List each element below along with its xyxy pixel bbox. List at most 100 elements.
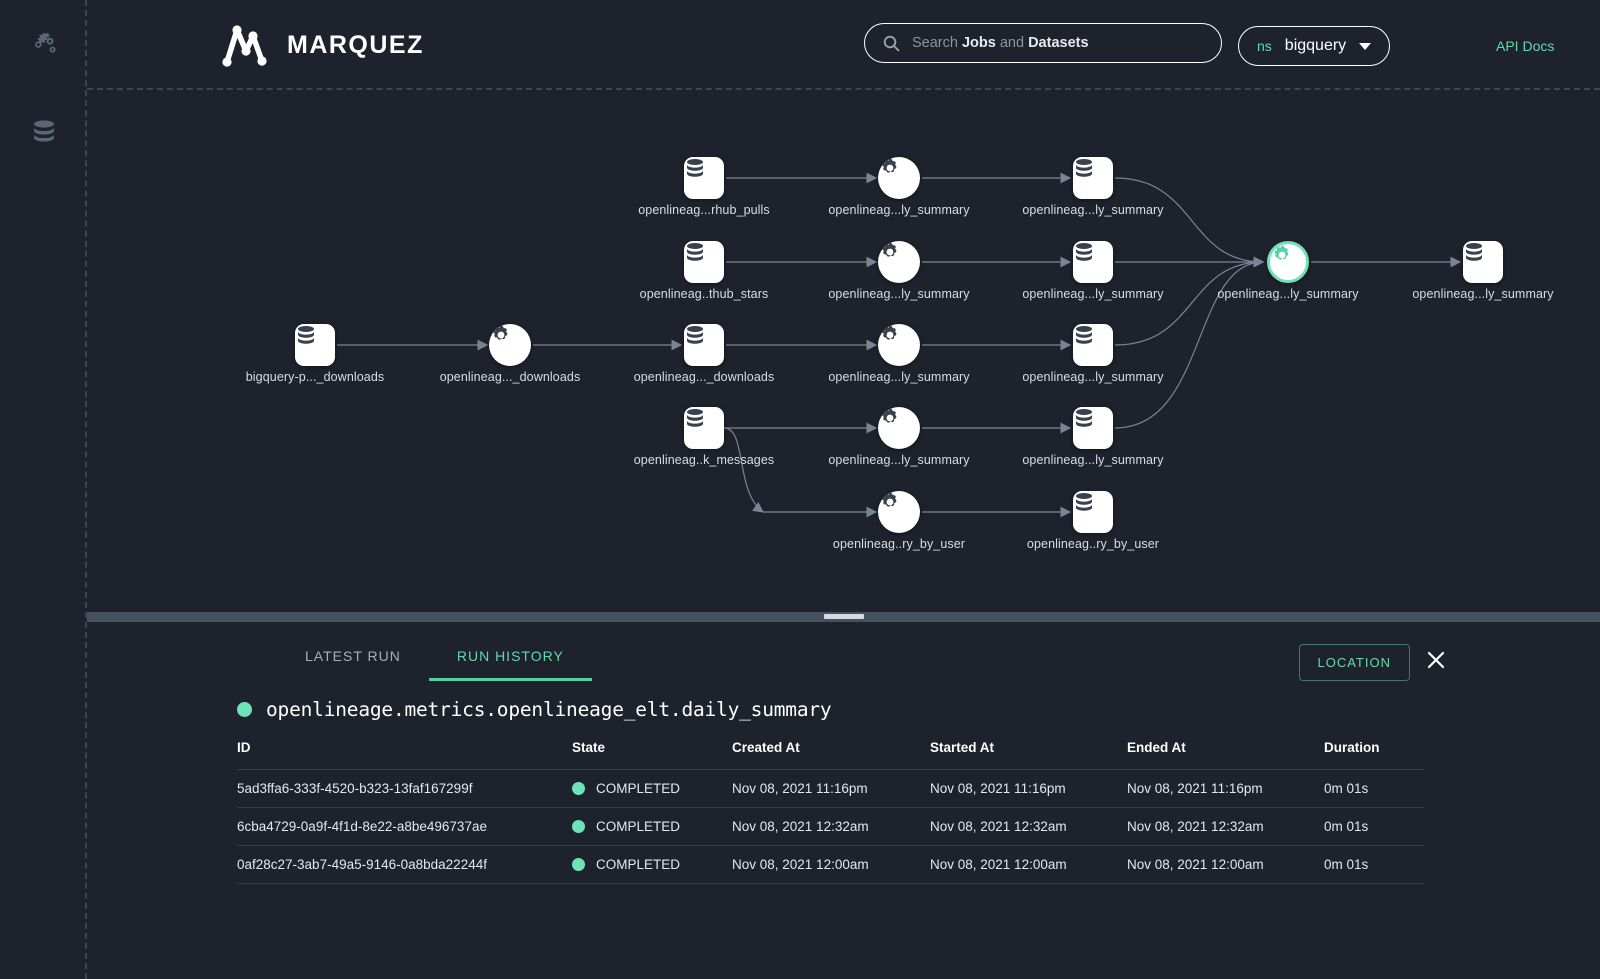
- job-node-icon[interactable]: [878, 241, 920, 283]
- location-button[interactable]: LOCATION: [1298, 644, 1410, 681]
- panel-resize-handle[interactable]: [87, 612, 1600, 622]
- brand-logo[interactable]: MARQUEZ: [219, 20, 424, 70]
- sidebar-item-datasets[interactable]: [22, 110, 66, 154]
- search-placeholder-datasets: Datasets: [1028, 35, 1089, 51]
- dataset-node-icon[interactable]: [1463, 241, 1503, 283]
- job-node-icon[interactable]: [878, 157, 920, 199]
- cell-ended-at: Nov 08, 2021 12:32am: [1127, 819, 1264, 834]
- tab-run-history[interactable]: RUN HISTORY: [428, 648, 592, 681]
- graph-node-label: openlineag..._downloads: [633, 370, 775, 384]
- search-placeholder-prefix: Search: [912, 35, 962, 51]
- dataset-node-icon[interactable]: [684, 157, 724, 199]
- graph-node-label: openlineag...ly_summary: [1022, 453, 1164, 467]
- lineage-graph[interactable]: bigquery-p..._downloads openlineag..._dow…: [87, 92, 1600, 616]
- dataset-glyph-icon: [1466, 243, 1482, 261]
- dataset-glyph-icon: [687, 243, 703, 261]
- panel-tabs: LATEST RUN RUN HISTORY: [277, 648, 592, 681]
- table-header-row: ID State Created At Started At Ended At …: [237, 740, 1424, 770]
- graph-node-label: openlineag..thub_stars: [639, 287, 769, 301]
- job-node-icon[interactable]: [878, 407, 920, 449]
- dataset-glyph-icon: [687, 409, 703, 427]
- job-gear-icon: [882, 242, 897, 257]
- detail-panel: LATEST RUN RUN HISTORY LOCATION openline…: [87, 622, 1600, 979]
- column-header-state[interactable]: State: [572, 740, 606, 755]
- dataset-node-icon[interactable]: [1073, 324, 1113, 366]
- dataset-glyph-icon: [687, 159, 703, 177]
- graph-node-label: openlineag...ly_summary: [1217, 287, 1359, 301]
- dataset-glyph-icon: [298, 326, 314, 344]
- graph-node-label: openlineag..ry_by_user: [1026, 537, 1160, 551]
- api-docs-link[interactable]: API Docs: [1496, 38, 1555, 54]
- job-node-icon[interactable]: [878, 491, 920, 533]
- dataset-node-icon[interactable]: [684, 324, 724, 366]
- state-label: COMPLETED: [596, 781, 681, 796]
- state-dot-icon: [572, 782, 585, 795]
- cell-ended-at: Nov 08, 2021 12:00am: [1127, 857, 1264, 872]
- dataset-glyph-icon: [687, 326, 703, 344]
- close-icon: [1427, 651, 1445, 669]
- table-row[interactable]: 6cba4729-0a9f-4f1d-8e22-a8be496737ae COMP…: [237, 808, 1424, 846]
- dataset-glyph-icon: [1076, 326, 1092, 344]
- column-header-created-at[interactable]: Created At: [732, 740, 800, 755]
- namespace-label: ns: [1257, 38, 1272, 54]
- job-gear-icon: [882, 492, 897, 507]
- column-header-started-at[interactable]: Started At: [930, 740, 995, 755]
- namespace-value: bigquery: [1284, 37, 1347, 54]
- chevron-down-icon: [1359, 42, 1372, 50]
- graph-node-label: openlineag...ly_summary: [1022, 287, 1164, 301]
- cell-created-at: Nov 08, 2021 12:00am: [732, 857, 869, 872]
- state-dot-icon: [572, 858, 585, 871]
- dataset-node-icon[interactable]: [295, 324, 335, 366]
- tab-latest-run[interactable]: LATEST RUN: [305, 648, 401, 664]
- graph-node-label: openlineag...ly_summary: [828, 453, 970, 467]
- sidebar-item-jobs[interactable]: [22, 26, 66, 70]
- dataset-glyph-icon: [1076, 243, 1092, 261]
- table-row[interactable]: 5ad3ffa6-333f-4520-b323-13faf167299f COMP…: [237, 770, 1424, 808]
- cell-started-at: Nov 08, 2021 11:16pm: [930, 781, 1066, 796]
- cell-created-at: Nov 08, 2021 12:32am: [732, 819, 869, 834]
- job-gear-icon: [493, 325, 508, 340]
- cell-state: COMPLETED: [572, 846, 732, 884]
- run-history-table: ID State Created At Started At Ended At …: [237, 740, 1424, 884]
- graph-node-label: openlineag...ly_summary: [1022, 370, 1164, 384]
- column-header-id[interactable]: ID: [237, 740, 251, 755]
- close-panel-button[interactable]: [1422, 646, 1450, 674]
- search-icon: [883, 35, 900, 51]
- search-input[interactable]: Search Jobs and Datasets: [864, 23, 1222, 63]
- jobs-icon: [35, 33, 56, 53]
- dataset-node-icon[interactable]: [1073, 491, 1113, 533]
- dataset-node-icon[interactable]: [1073, 157, 1113, 199]
- state-dot-icon: [572, 820, 585, 833]
- job-node-icon[interactable]: [878, 324, 920, 366]
- column-header-ended-at[interactable]: Ended At: [1127, 740, 1186, 755]
- brand-name: MARQUEZ: [287, 30, 424, 59]
- lineage-edges: [337, 172, 1462, 518]
- cell-id: 6cba4729-0a9f-4f1d-8e22-a8be496737ae: [237, 819, 487, 834]
- column-header-duration[interactable]: Duration: [1324, 740, 1380, 755]
- graph-node-label: openlineag...ly_summary: [1412, 287, 1554, 301]
- job-node-icon[interactable]: [489, 324, 531, 366]
- graph-node-label: openlineag...ly_summary: [828, 203, 970, 217]
- graph-node-label: bigquery-p..._downloads: [245, 370, 385, 384]
- status-dot: [237, 702, 252, 717]
- table-body: 5ad3ffa6-333f-4520-b323-13faf167299f COMP…: [237, 770, 1424, 884]
- dataset-glyph-icon: [1076, 159, 1092, 177]
- dataset-node-icon[interactable]: [684, 407, 724, 449]
- table-head: ID State Created At Started At Ended At …: [237, 740, 1424, 770]
- database-icon: [34, 120, 54, 142]
- cell-state: COMPLETED: [572, 770, 732, 808]
- namespace-selector[interactable]: ns bigquery: [1238, 26, 1391, 66]
- cell-created-at: Nov 08, 2021 11:16pm: [732, 781, 868, 796]
- dataset-node-icon[interactable]: [1073, 407, 1113, 449]
- graph-node-label: openlineag..k_messages: [633, 453, 775, 467]
- cell-duration: 0m 01s: [1324, 819, 1369, 834]
- table-row[interactable]: 0af28c27-3ab7-49a5-9146-0a8bda22244f COMP…: [237, 846, 1424, 884]
- cell-started-at: Nov 08, 2021 12:00am: [930, 857, 1067, 872]
- cell-id: 5ad3ffa6-333f-4520-b323-13faf167299f: [237, 781, 473, 796]
- selected-job-node-icon[interactable]: [1267, 241, 1309, 283]
- dataset-node-icon[interactable]: [1073, 241, 1113, 283]
- dataset-glyph-icon: [1076, 493, 1092, 511]
- cell-ended-at: Nov 08, 2021 11:16pm: [1127, 781, 1263, 796]
- dataset-node-icon[interactable]: [684, 241, 724, 283]
